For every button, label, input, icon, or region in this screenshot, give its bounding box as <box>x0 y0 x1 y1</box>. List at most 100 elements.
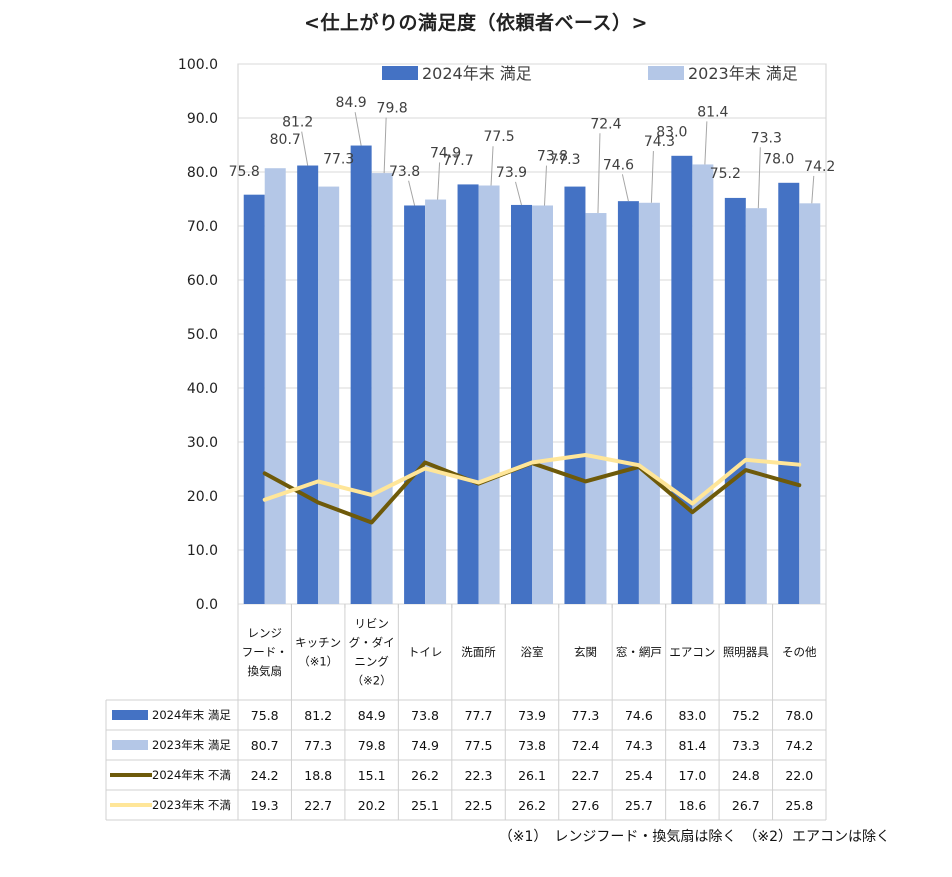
y-tick-label: 10.0 <box>187 543 218 559</box>
table-cell: 25.8 <box>785 798 813 813</box>
lines <box>262 452 802 525</box>
table-cell: 83.0 <box>678 708 706 723</box>
table-cell: 22.0 <box>785 768 813 783</box>
category-label: （※1） <box>298 655 338 669</box>
table-cell: 24.8 <box>732 768 760 783</box>
table-cell: 15.1 <box>358 768 386 783</box>
category-label: リビン <box>354 617 389 631</box>
bar-value-label: 72.4 <box>590 116 621 132</box>
y-tick-label: 40.0 <box>187 381 218 397</box>
bar-value-label: 83.0 <box>656 124 687 140</box>
category-label: フード・ <box>242 645 288 659</box>
table-cell: 77.7 <box>465 708 493 723</box>
line-2023-dissatisfied <box>262 452 802 506</box>
category-label: エアコン <box>669 645 715 659</box>
table-cell: 74.3 <box>625 738 653 753</box>
bar-value-label: 74.9 <box>430 145 461 161</box>
table-cell: 84.9 <box>358 708 386 723</box>
category-label: 換気扇 <box>247 664 282 678</box>
bar-2023-satisfied <box>638 202 660 604</box>
category-label: ニング <box>354 655 389 669</box>
table-cell: 74.6 <box>625 708 653 723</box>
leader-line <box>490 146 494 186</box>
bar-value-label: 81.4 <box>697 104 728 120</box>
table-cell: 18.8 <box>304 768 332 783</box>
table-cell: 24.2 <box>251 768 279 783</box>
leader-line <box>704 121 708 165</box>
bar-value-label: 78.0 <box>763 151 794 167</box>
table-cell: 17.0 <box>678 768 706 783</box>
bar-2023-satisfied <box>371 173 393 604</box>
legend-swatch <box>382 66 418 80</box>
table-cell: 77.3 <box>304 738 332 753</box>
table-cell: 22.5 <box>465 798 493 813</box>
table-row-header: 2024年末 不満 <box>152 768 231 782</box>
bar-value-label: 77.5 <box>483 129 514 145</box>
table-cell: 73.3 <box>732 738 760 753</box>
category-label: その他 <box>782 645 817 659</box>
bar-2024-satisfied <box>457 184 479 605</box>
table-cell: 75.8 <box>251 708 279 723</box>
y-tick-label: 90.0 <box>187 111 218 127</box>
bar-value-label: 80.7 <box>270 132 301 148</box>
y-tick-label: 50.0 <box>187 327 218 343</box>
bar-2024-satisfied <box>404 205 426 605</box>
table-cell: 26.1 <box>518 768 546 783</box>
table-cell: 77.3 <box>572 708 600 723</box>
y-tick-label: 20.0 <box>187 489 218 505</box>
y-tick-label: 70.0 <box>187 219 218 235</box>
leader-line <box>650 151 654 203</box>
leader-line <box>811 175 815 204</box>
bar-value-label: 79.8 <box>377 101 408 117</box>
legend-swatch <box>648 66 684 80</box>
bar-2024-satisfied <box>724 197 746 605</box>
bar-2024-satisfied <box>778 182 800 605</box>
category-label: キッチン <box>295 636 341 650</box>
table-cell: 25.7 <box>625 798 653 813</box>
y-tick-label: 80.0 <box>187 165 218 181</box>
bar-2023-satisfied <box>478 185 500 604</box>
bar-value-label: 73.3 <box>751 130 782 146</box>
legend-label: 2023年末 満足 <box>688 64 798 83</box>
bar-2024-satisfied <box>511 204 532 604</box>
category-label: 照明器具 <box>723 645 769 659</box>
leader-line <box>408 180 416 206</box>
bar-value-label: 74.2 <box>804 159 835 175</box>
bar-2023-satisfied <box>264 168 286 604</box>
data-labels: 75.8 81.2 84.9 73.8 77.7 73.9 77.3 74.6 83.0 75.2… <box>229 95 835 214</box>
bar-2024-satisfied <box>671 155 693 605</box>
table-cell: 72.4 <box>572 738 600 753</box>
leader-line <box>354 112 362 146</box>
table-cell: 73.8 <box>411 708 439 723</box>
leader-line <box>383 117 387 174</box>
bar-value-label: 77.3 <box>323 151 354 167</box>
table-cell: 26.7 <box>732 798 760 813</box>
category-label: （※2） <box>352 674 392 688</box>
table-cell: 73.8 <box>518 738 546 753</box>
bar-value-label: 74.3 <box>644 134 675 150</box>
bar-value-label: 77.7 <box>442 153 473 169</box>
leader-line <box>544 165 547 206</box>
bar-2023-satisfied <box>692 164 714 604</box>
table-cell: 25.1 <box>411 798 439 813</box>
bar-2024-satisfied <box>243 194 265 604</box>
table-cell: 81.2 <box>304 708 332 723</box>
table-cell: 79.8 <box>358 738 386 753</box>
chart-title: <仕上がりの満足度（依頼者ベース）> <box>304 12 648 34</box>
table-cell: 22.7 <box>304 798 332 813</box>
table-legend-swatch <box>112 740 148 750</box>
category-label: 浴室 <box>521 645 544 659</box>
bars <box>243 145 821 605</box>
category-label: 窓・網戸 <box>616 645 662 659</box>
leader-line <box>757 147 761 209</box>
y-axis: 0.0 10.0 20.0 30.0 40.0 50.0 60.0 70.0 80.0 90.0 1… <box>178 57 218 613</box>
bar-2023-satisfied <box>425 199 447 605</box>
table-cell: 26.2 <box>411 768 439 783</box>
leader-line <box>437 162 441 200</box>
table-row-header: 2023年末 不満 <box>152 798 231 812</box>
bar-value-label: 73.8 <box>537 149 568 165</box>
bar-2024-satisfied <box>564 186 586 604</box>
bar-2024-satisfied <box>350 145 372 605</box>
table-cell: 81.4 <box>678 738 706 753</box>
